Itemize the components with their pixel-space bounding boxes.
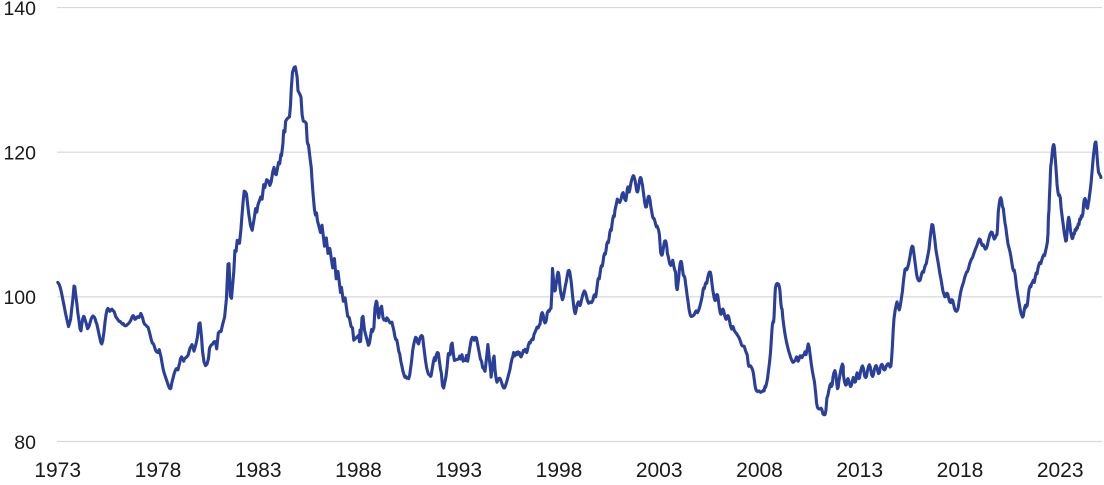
svg-text:2018: 2018 [937,459,984,480]
svg-text:1988: 1988 [335,459,382,480]
svg-text:1973: 1973 [34,459,81,480]
svg-text:1998: 1998 [536,459,583,480]
svg-text:2023: 2023 [1037,459,1084,480]
svg-text:2008: 2008 [736,459,783,480]
svg-text:1978: 1978 [135,459,182,480]
svg-text:100: 100 [3,287,36,309]
svg-text:140: 140 [3,0,36,20]
svg-text:120: 120 [3,143,36,165]
svg-text:2003: 2003 [636,459,683,480]
svg-text:80: 80 [14,432,36,454]
svg-text:1983: 1983 [235,459,282,480]
svg-text:2013: 2013 [836,459,883,480]
svg-text:1993: 1993 [435,459,482,480]
